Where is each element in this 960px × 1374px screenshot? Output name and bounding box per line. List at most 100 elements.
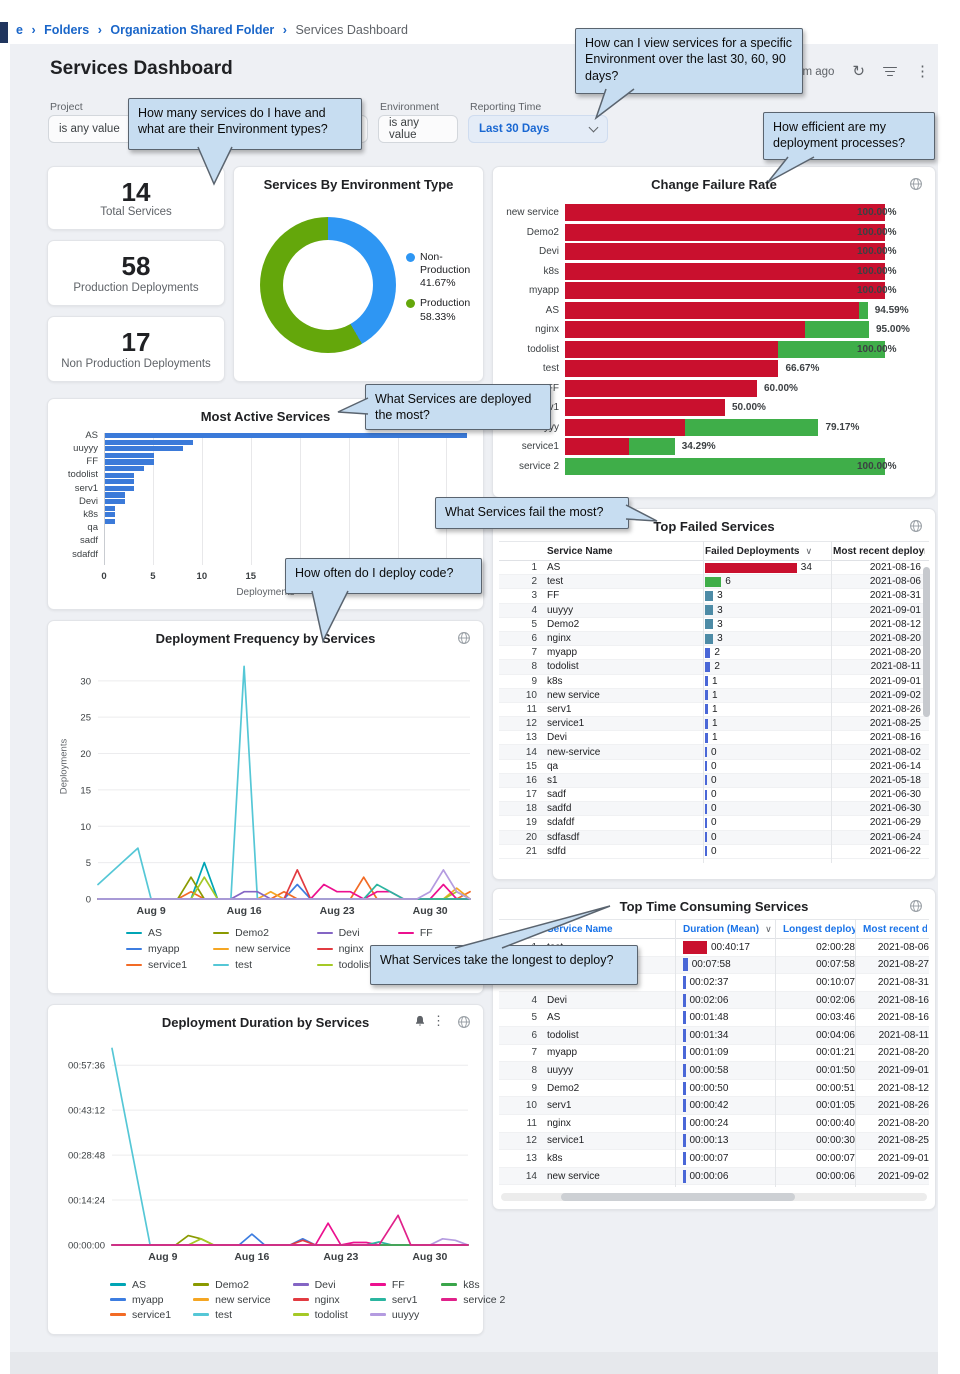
kebab-menu-icon[interactable]: ⋮ — [432, 1013, 445, 1028]
table-row[interactable]: 11 nginx 00:00:24 00:00:40 2021-08-20 — [499, 1115, 929, 1133]
legend-item[interactable]: Devi — [292, 1277, 348, 1292]
legend-item[interactable]: service1 — [126, 957, 187, 973]
legend-item[interactable]: FF — [369, 1277, 419, 1292]
environment-filter-chip[interactable]: is any value — [378, 115, 458, 143]
table-row[interactable]: 10 new service 1 2021-09-02 — [499, 688, 929, 703]
legend-item[interactable]: Devi — [316, 925, 372, 941]
table-row[interactable]: 4 uuyyy 3 2021-09-01 — [499, 603, 929, 618]
project-filter-chip[interactable]: is any value — [48, 115, 150, 143]
legend-item[interactable]: Demo2 — [213, 925, 290, 941]
table-row[interactable]: 10 serv1 00:00:42 00:01:05 2021-08-26 — [499, 1097, 929, 1115]
legend-item[interactable]: todolist — [292, 1307, 348, 1322]
table-row[interactable]: 6 todolist 00:01:34 00:04:06 2021-08-11 — [499, 1026, 929, 1045]
table-row[interactable]: 2 test 6 2021-08-06 — [499, 575, 929, 590]
table-row[interactable]: 16 s1 0 2021-05-18 — [499, 773, 929, 788]
horizontal-scrollbar[interactable] — [501, 1193, 927, 1201]
legend-item[interactable]: k8s — [441, 1277, 505, 1292]
legend-item[interactable]: nginx — [316, 941, 372, 957]
bar[interactable] — [105, 505, 115, 511]
table-row[interactable]: 20 sdfasdf 0 2021-06-24 — [499, 830, 929, 845]
column-header[interactable]: Longest deploy... — [783, 923, 855, 935]
table-row[interactable]: 12 service1 00:00:13 00:00:30 2021-08-25 — [499, 1132, 929, 1151]
table-row[interactable]: 11 serv1 1 2021-08-26 — [499, 703, 929, 718]
legend-item[interactable]: service 2 — [441, 1292, 505, 1307]
bar[interactable] — [105, 439, 194, 445]
column-header[interactable]: Failed Deployments ∨ — [705, 545, 813, 557]
legend-item[interactable]: test — [193, 1307, 270, 1322]
legend-item[interactable]: myapp — [110, 1292, 171, 1307]
bar[interactable] — [105, 472, 135, 478]
legend-item[interactable]: uuyyy — [369, 1307, 419, 1322]
bar[interactable] — [105, 459, 154, 465]
breadcrumb-item-folders[interactable]: Folders — [44, 23, 90, 37]
legend-item[interactable]: AS — [126, 925, 187, 941]
table-row[interactable]: 15 qa 0 2021-06-14 — [499, 760, 929, 774]
breadcrumb-item-home[interactable]: e — [16, 23, 23, 37]
table-row[interactable]: 13 k8s 00:00:07 00:00:07 2021-09-01 — [499, 1150, 929, 1168]
table-row[interactable]: 9 Demo2 00:00:50 00:00:51 2021-08-12 — [499, 1080, 929, 1098]
globe-icon[interactable] — [909, 899, 923, 913]
table-row[interactable]: 12 service1 1 2021-08-25 — [499, 717, 929, 732]
table-row[interactable]: 9 k8s 1 2021-09-01 — [499, 675, 929, 689]
legend-item[interactable]: nginx — [292, 1292, 348, 1307]
table-row[interactable]: 14 new-service 0 2021-08-02 — [499, 745, 929, 760]
table-row[interactable]: 21 sdfd 0 2021-06-22 — [499, 845, 929, 859]
table-row[interactable]: 18 sadfd 0 2021-06-30 — [499, 802, 929, 817]
table-row[interactable]: 8 todolist 2 2021-08-11 — [499, 660, 929, 675]
bar[interactable] — [105, 452, 154, 459]
sort-chevron-icon[interactable]: ∨ — [805, 545, 813, 556]
table-row[interactable]: 13 Devi 1 2021-08-16 — [499, 731, 929, 746]
table-row[interactable]: 1 AS 34 2021-08-16 — [499, 561, 929, 576]
globe-icon[interactable] — [909, 177, 923, 191]
legend-item[interactable]: new service — [213, 941, 291, 957]
column-header[interactable]: Most recent depl... — [863, 923, 927, 935]
table-row[interactable]: 7 myapp 2 2021-08-20 — [499, 646, 929, 661]
legend-item[interactable]: myapp — [126, 941, 187, 957]
column-header[interactable]: Service Name — [547, 545, 613, 557]
bell-icon[interactable] — [413, 1014, 427, 1028]
table-row[interactable]: 5 AS 00:01:48 00:03:46 2021-08-16 — [499, 1009, 929, 1027]
legend-item[interactable]: Demo2 — [193, 1277, 270, 1292]
bar[interactable] — [105, 512, 115, 518]
table-row[interactable]: 4 Devi 00:02:06 00:02:06 2021-08-16 — [499, 991, 929, 1010]
sort-chevron-icon[interactable]: ∨ — [765, 923, 772, 934]
bar[interactable] — [105, 499, 125, 505]
filter-icon[interactable] — [883, 66, 897, 77]
kebab-menu-icon[interactable]: ⋮ — [915, 63, 930, 80]
column-header[interactable]: Service Name — [547, 923, 613, 935]
legend-item[interactable]: test — [213, 957, 290, 973]
table-row[interactable]: 7 myapp 00:01:09 00:01:21 2021-08-20 — [499, 1045, 929, 1063]
legend-item[interactable]: AS — [110, 1277, 171, 1292]
globe-icon[interactable] — [457, 631, 471, 645]
bar[interactable] — [105, 492, 125, 498]
table-row[interactable]: 8 uuyyy 00:00:58 00:01:50 2021-09-01 — [499, 1062, 929, 1080]
bar[interactable] — [105, 479, 135, 485]
bar[interactable] — [105, 518, 115, 525]
bar[interactable] — [105, 446, 184, 452]
table-row[interactable]: 6 nginx 3 2021-08-20 — [499, 631, 929, 647]
globe-icon[interactable] — [909, 519, 923, 533]
duration-line-chart[interactable]: 00:00:00 00:14:24 00:28:48 00:43:12 00:57:36… — [48, 1029, 485, 1284]
bar[interactable] — [105, 433, 467, 439]
table-row[interactable]: 3 FF 3 2021-08-31 — [499, 589, 929, 604]
legend-item[interactable]: new service — [193, 1292, 271, 1307]
legend-item[interactable]: todolist — [316, 957, 372, 973]
table-row[interactable]: 5 Demo2 3 2021-08-12 — [499, 618, 929, 632]
refresh-icon[interactable]: ↻ — [852, 63, 865, 80]
globe-icon[interactable] — [457, 1015, 471, 1029]
frequency-line-chart[interactable]: 0 5 10 15 20 25 30 Aug 9 Aug 16 Aug 23 Aug 30 — [48, 645, 485, 940]
bar[interactable] — [105, 485, 135, 492]
bar[interactable] — [105, 466, 145, 472]
column-header[interactable]: Most recent deployment — [833, 545, 925, 557]
table-row[interactable]: 17 sadf 0 2021-06-30 — [499, 788, 929, 803]
vertical-scrollbar[interactable] — [923, 567, 930, 717]
table-row[interactable]: 14 new service 00:00:06 00:00:06 2021-09-02 — [499, 1167, 929, 1186]
legend-item[interactable]: serv1 — [369, 1292, 419, 1307]
legend-item[interactable]: FF — [397, 925, 447, 941]
legend-item[interactable]: service1 — [110, 1307, 171, 1322]
breadcrumb-item-org-shared-folder[interactable]: Organization Shared Folder — [110, 23, 275, 37]
table-row[interactable]: 19 sdafdf 0 2021-06-29 — [499, 816, 929, 831]
reporting-time-filter-chip[interactable]: Last 30 Days — [468, 115, 608, 143]
column-header[interactable]: Duration (Mean) ∨ — [683, 923, 772, 935]
gridline — [397, 433, 399, 565]
